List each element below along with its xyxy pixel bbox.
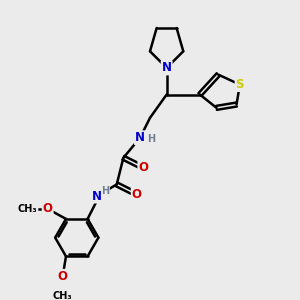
Text: N: N [92,190,102,202]
Text: N: N [135,131,145,144]
Text: H: H [101,186,109,196]
Text: O: O [58,270,68,283]
Text: O: O [132,188,142,201]
Text: H: H [148,134,156,145]
Text: CH₃: CH₃ [18,204,38,214]
Text: O: O [43,202,53,215]
Text: CH₃: CH₃ [53,291,73,300]
Text: O: O [138,161,148,174]
Text: N: N [162,61,172,74]
Text: S: S [236,78,244,91]
